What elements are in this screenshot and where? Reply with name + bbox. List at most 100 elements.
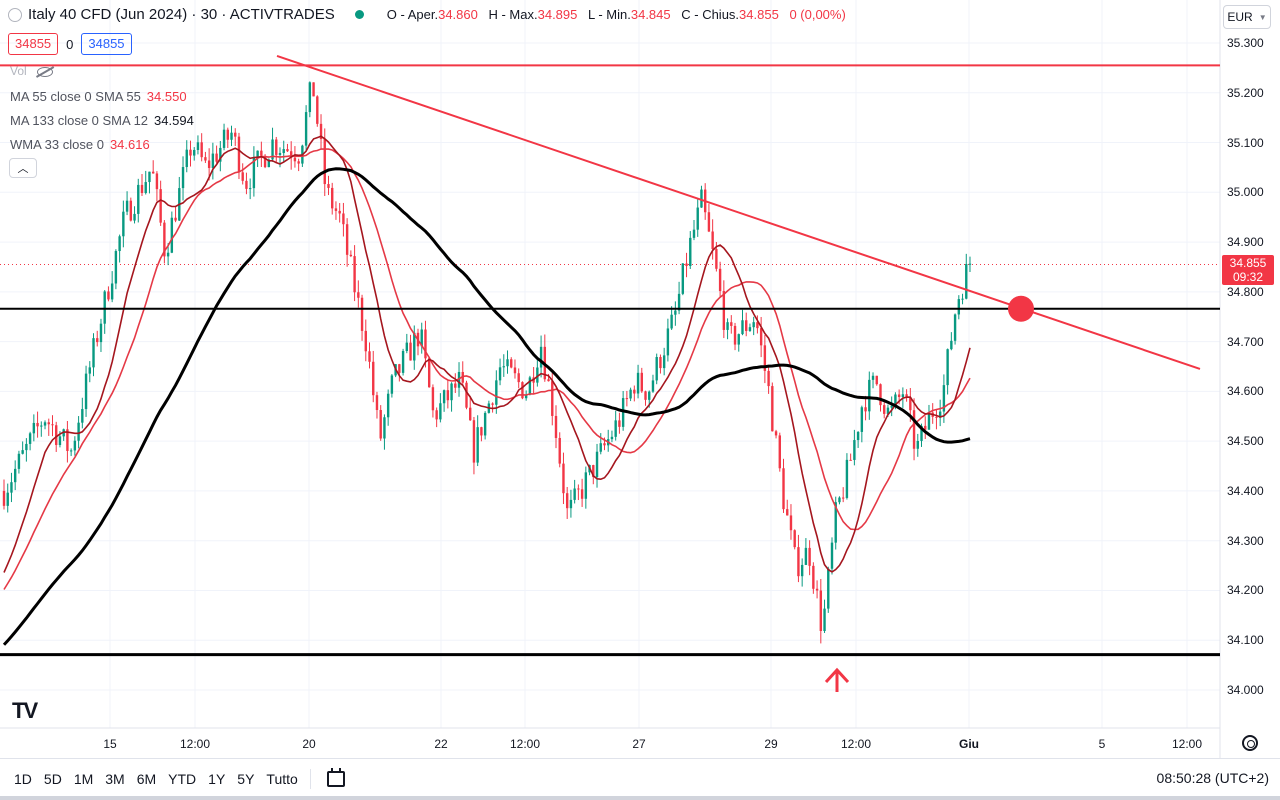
price-tick-label: 35.000 xyxy=(1227,185,1264,200)
candle-body xyxy=(480,427,483,436)
candle-body xyxy=(659,357,662,369)
candle-body xyxy=(856,431,860,441)
candle-body xyxy=(845,459,849,498)
price-tick-label: 34.500 xyxy=(1227,434,1264,449)
candle-body xyxy=(96,338,99,343)
symbol-title[interactable]: Italy 40 CFD (Jun 2024) · 30 · ACTIVTRAD… xyxy=(28,6,335,23)
range-1m[interactable]: 1M xyxy=(73,770,94,787)
candle-body xyxy=(10,482,13,493)
candle-body xyxy=(155,173,159,190)
candle-body xyxy=(528,377,532,395)
candle-body xyxy=(834,502,837,543)
candle-body xyxy=(827,568,830,609)
range-all[interactable]: Tutto xyxy=(266,770,298,787)
indicator-ma55[interactable]: MA 55 close 0 SMA 55 34.550 xyxy=(10,89,187,104)
candle-body xyxy=(278,153,282,155)
candle-body xyxy=(338,210,341,214)
candle-body xyxy=(610,436,614,440)
candle-body xyxy=(916,440,919,449)
price-tick-label: 34.000 xyxy=(1227,683,1264,697)
candle-body xyxy=(752,322,755,328)
price-tick-label: 34.700 xyxy=(1227,334,1264,349)
candle-body xyxy=(808,547,811,566)
candle-body xyxy=(946,349,949,386)
candle-body xyxy=(32,422,36,434)
time-tick-label: 5 xyxy=(1098,737,1106,751)
price-tick-label: 34.300 xyxy=(1227,533,1264,548)
candle-body xyxy=(875,375,878,385)
candle-body xyxy=(405,342,409,352)
candle-body xyxy=(107,291,110,300)
candle-body xyxy=(890,405,893,408)
indicator-wma33[interactable]: WMA 33 close 0 34.616 xyxy=(10,137,150,152)
tradingview-logo[interactable]: TV xyxy=(12,698,38,723)
clock[interactable]: 08:50:28 (UTC+2) xyxy=(1156,770,1269,786)
time-tick-label: 15 xyxy=(103,737,117,751)
candle-body xyxy=(655,357,658,381)
candle-body xyxy=(81,409,84,423)
breakout-marker[interactable] xyxy=(1008,295,1034,322)
candle-body xyxy=(510,359,513,368)
ohlc-values: O - Aper.34.860 H - Max.34.895 L - Min.3… xyxy=(386,7,846,22)
descending-trendline[interactable] xyxy=(276,54,1201,370)
candle-body xyxy=(812,565,815,589)
sell-button[interactable]: 34855 xyxy=(8,33,59,55)
candle-body xyxy=(293,157,297,162)
time-tick-label: 27 xyxy=(632,737,646,751)
candle-body xyxy=(219,147,222,162)
candle-body xyxy=(84,373,88,410)
candle-body xyxy=(957,299,961,315)
chart-grid xyxy=(0,0,1220,728)
volume-indicator[interactable]: Vol xyxy=(10,64,53,78)
collapse-legend-button[interactable]: ︿ xyxy=(9,158,37,178)
candle-body xyxy=(368,351,371,362)
candle-body xyxy=(495,380,498,405)
candle-body xyxy=(211,153,215,169)
candle-body xyxy=(681,263,685,294)
candle-body xyxy=(435,410,438,420)
candle-body xyxy=(237,136,241,173)
candle-body xyxy=(222,129,226,148)
indicator-ma133[interactable]: MA 133 close 0 SMA 12 34.594 xyxy=(10,113,194,128)
last-price-tag: 34.855 09:32 xyxy=(1222,255,1274,285)
candle-body xyxy=(677,293,681,311)
candle-body xyxy=(733,325,737,345)
settings-icon[interactable] xyxy=(1242,735,1258,751)
candle-body xyxy=(883,405,886,414)
range-3m[interactable]: 3M xyxy=(105,770,125,787)
range-1d[interactable]: 1D xyxy=(14,770,32,787)
candle-body xyxy=(767,370,770,387)
buy-button[interactable]: 34855 xyxy=(81,33,132,55)
time-tick-label: 12:00 xyxy=(509,737,541,751)
candle-body xyxy=(166,252,170,257)
range-1y[interactable]: 1Y xyxy=(208,770,226,787)
candle-body xyxy=(196,142,200,150)
candle-body xyxy=(386,393,390,418)
hidden-eye-icon[interactable] xyxy=(36,66,53,77)
candle-body xyxy=(491,403,494,405)
time-tick-label: 29 xyxy=(764,737,778,751)
candle-body xyxy=(894,394,897,406)
candle-body xyxy=(439,403,442,420)
range-ytd[interactable]: YTD xyxy=(168,770,197,787)
candle-body xyxy=(286,149,289,152)
candle-body xyxy=(55,425,58,445)
range-6m[interactable]: 6M xyxy=(136,770,157,787)
candle-body xyxy=(364,330,367,352)
range-5d[interactable]: 5D xyxy=(43,770,62,787)
candle-body xyxy=(118,236,121,252)
time-tick-label: 12:00 xyxy=(840,737,872,751)
range-5y[interactable]: 5Y xyxy=(237,770,255,787)
candle-body xyxy=(868,379,871,412)
candle-body xyxy=(263,155,267,168)
candle-body xyxy=(793,530,796,548)
calendar-icon[interactable] xyxy=(326,767,345,787)
candle-body xyxy=(920,425,923,441)
currency-selector[interactable]: EUR ▼ xyxy=(1223,5,1271,29)
candle-body xyxy=(502,366,505,368)
candle-body xyxy=(950,340,953,350)
candle-body xyxy=(536,367,539,383)
candle-body xyxy=(189,149,192,156)
candle-body xyxy=(715,249,718,269)
